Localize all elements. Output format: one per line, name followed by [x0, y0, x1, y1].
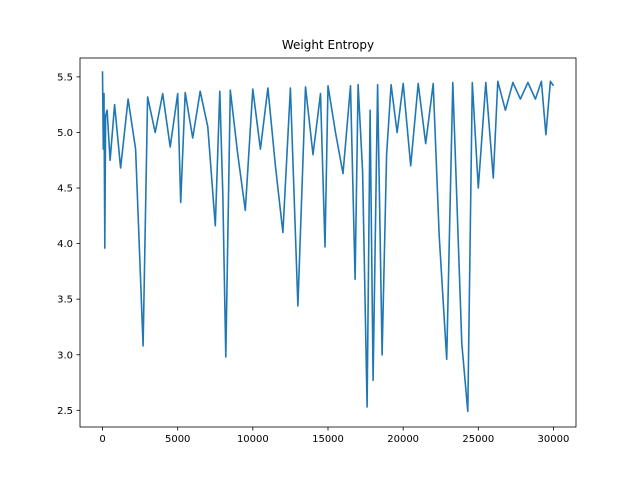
y-tick-label: 3.0 [57, 350, 73, 361]
plot-area [101, 71, 555, 413]
x-tick-label: 20000 [387, 434, 419, 445]
x-tick-label: 10000 [237, 434, 269, 445]
y-tick-label: 3.5 [57, 295, 73, 306]
y-tick-label: 5.5 [57, 72, 73, 83]
x-tick-label: 25000 [462, 434, 494, 445]
y-axis: 2.5 3.0 3.5 4.0 4.5 5.0 5.5 [57, 72, 80, 417]
x-tick-label: 30000 [538, 434, 570, 445]
x-tick-label: 0 [99, 434, 105, 445]
y-tick-label: 4.5 [57, 184, 73, 195]
x-tick-label: 5000 [165, 434, 190, 445]
x-axis: 0 5000 10000 15000 20000 25000 30000 [99, 427, 569, 445]
y-tick-label: 2.5 [57, 406, 73, 417]
y-tick-label: 4.0 [57, 239, 73, 250]
chart-title: Weight Entropy [282, 38, 374, 52]
y-tick-label: 5.0 [57, 128, 73, 139]
x-tick-label: 15000 [312, 434, 344, 445]
series-line [101, 71, 555, 413]
plot-frame [79, 57, 577, 428]
